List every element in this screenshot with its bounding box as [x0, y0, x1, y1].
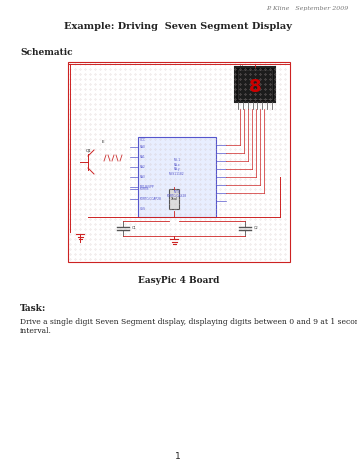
Text: PORTB: PORTB	[140, 187, 150, 191]
Text: C2: C2	[254, 226, 259, 230]
Text: P. Kline   September 2009: P. Kline September 2009	[266, 6, 348, 11]
Text: Schematic: Schematic	[20, 48, 72, 57]
Text: EasyPic 4 Board: EasyPic 4 Board	[138, 276, 220, 285]
Text: Mk.1
RA.x
RA.y
MkS11182: Mk.1 RA.x RA.y MkS11182	[169, 158, 185, 176]
Text: PORTC/CCAP28: PORTC/CCAP28	[140, 197, 162, 201]
Bar	[138, 137, 216, 217]
Text: Q1: Q1	[86, 148, 92, 152]
Bar	[169, 189, 179, 209]
Text: E: E	[102, 140, 105, 144]
Bar	[238, 70, 272, 99]
Bar	[235, 67, 275, 102]
Text: INTX
PORTC/CAS28: INTX PORTC/CAS28	[167, 190, 187, 198]
Text: RA1: RA1	[140, 155, 146, 159]
Text: RA0: RA0	[140, 145, 146, 149]
Text: Xtal: Xtal	[171, 197, 177, 201]
Text: RA3: RA3	[140, 175, 146, 179]
Text: Task:: Task:	[20, 304, 46, 313]
Text: VCC: VCC	[140, 138, 146, 142]
Text: C1: C1	[132, 226, 137, 230]
Text: VSS: VSS	[140, 207, 146, 211]
Text: RA2: RA2	[140, 165, 146, 169]
Text: MCLR/VPP: MCLR/VPP	[140, 185, 155, 189]
Text: 8: 8	[249, 78, 261, 96]
Text: Drive a single digit Seven Segment display, displaying digits between 0 and 9 at: Drive a single digit Seven Segment displ…	[20, 318, 357, 335]
Text: Vcc: Vcc	[240, 65, 247, 69]
Text: 1: 1	[175, 452, 181, 461]
Text: Example: Driving  Seven Segment Display: Example: Driving Seven Segment Display	[64, 22, 292, 31]
Bar	[68, 62, 290, 262]
